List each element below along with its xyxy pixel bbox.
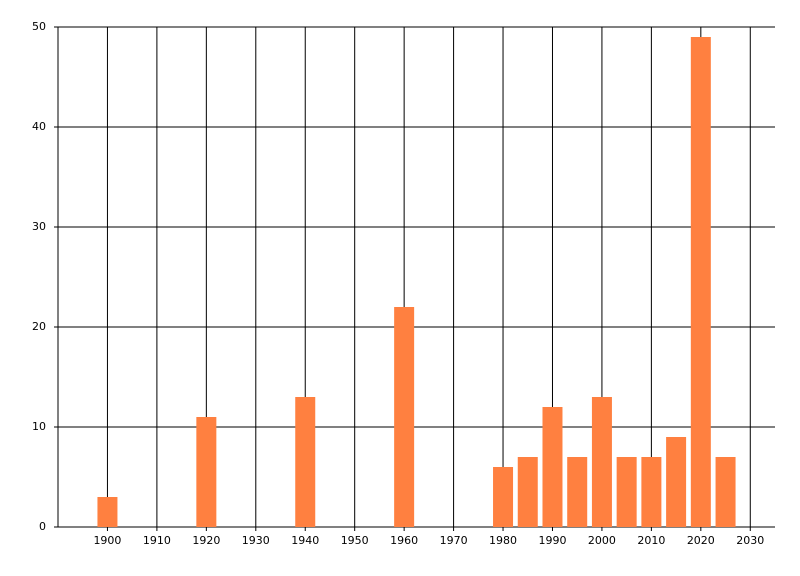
y-tick-label: 40	[32, 120, 46, 133]
bar	[542, 407, 563, 527]
x-tick-label: 1950	[341, 534, 369, 547]
bar	[616, 457, 637, 527]
bar	[97, 497, 118, 527]
bar	[666, 437, 687, 527]
bar	[690, 37, 711, 527]
x-tick-label: 1930	[242, 534, 270, 547]
bar	[295, 397, 316, 527]
x-tick-label: 1970	[440, 534, 468, 547]
bar	[196, 417, 217, 527]
bar	[394, 307, 415, 527]
x-tick-label: 1920	[192, 534, 220, 547]
bar	[517, 457, 538, 527]
x-tick-label: 1940	[291, 534, 319, 547]
x-tick-label: 1900	[93, 534, 121, 547]
y-tick-label: 0	[39, 520, 46, 533]
x-tick-label: 1990	[538, 534, 566, 547]
bar	[493, 467, 514, 527]
x-tick-label: 2000	[588, 534, 616, 547]
bar	[591, 397, 612, 527]
x-tick-label: 1980	[489, 534, 517, 547]
x-tick-label: 1910	[143, 534, 171, 547]
x-tick-label: 1960	[390, 534, 418, 547]
y-tick-label: 10	[32, 420, 46, 433]
bar	[567, 457, 588, 527]
x-tick-label: 2010	[637, 534, 665, 547]
y-tick-label: 50	[32, 20, 46, 33]
bar	[641, 457, 662, 527]
x-tick-label: 2030	[736, 534, 764, 547]
x-tick-label: 2020	[687, 534, 715, 547]
y-tick-label: 30	[32, 220, 46, 233]
y-tick-label: 20	[32, 320, 46, 333]
bar	[715, 457, 736, 527]
